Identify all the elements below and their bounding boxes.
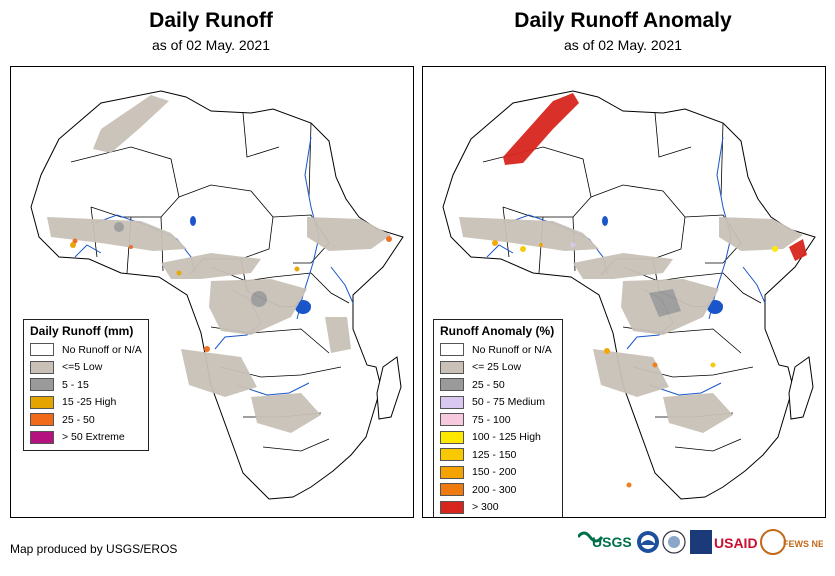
legend-swatch: [30, 430, 54, 444]
nasa-like-seal-icon: [662, 530, 686, 554]
legend-item: <= 25 Low: [440, 359, 556, 377]
legend-swatch: [30, 413, 54, 427]
legend-item: 50 - 75 Medium: [440, 394, 556, 412]
usaid-logo: USAID: [690, 530, 758, 554]
usaid-logo-text: USAID: [714, 535, 758, 551]
legend-label: > 50 Extreme: [62, 431, 125, 444]
fewsnet-logo: FEWS NET: [760, 529, 830, 555]
left-map-subtitle: as of 02 May. 2021: [151, 37, 271, 53]
legend-item: 25 - 50: [440, 376, 556, 394]
legend-item: 150 - 200: [440, 464, 556, 482]
legend-item: > 50 Extreme: [30, 429, 142, 447]
legend-label: 200 - 300: [472, 483, 517, 496]
legend-swatch: [30, 360, 54, 374]
legend-title: Runoff Anomaly (%): [440, 324, 555, 338]
legend-swatch: [440, 430, 464, 444]
legend-label: No Runoff or N/A: [62, 343, 142, 356]
anomaly-patches: [459, 93, 807, 488]
legend-label: > 300: [472, 501, 499, 514]
right-map-frame: Runoff Anomaly (%) No Runoff or N/A <= 25…: [422, 66, 826, 518]
legend-swatch: [440, 378, 464, 392]
legend-swatch: [30, 395, 54, 409]
legend-item: 5 - 15: [30, 376, 142, 394]
legend-swatch: [440, 413, 464, 427]
lake-victoria: [707, 300, 723, 314]
legend-label: 125 - 150: [472, 448, 517, 461]
legend-swatch: [440, 465, 464, 479]
legend-item: 100 - 125 High: [440, 429, 556, 447]
legend-swatch: [440, 360, 464, 374]
legend-item: 15 -25 High: [30, 394, 142, 412]
legend-label: 15 -25 High: [62, 396, 117, 409]
legend-label: 100 - 125 High: [472, 431, 541, 444]
usgs-logo-text: USGS: [592, 534, 632, 550]
left-map-title: Daily Runoff: [149, 9, 273, 32]
left-map-frame: Daily Runoff (mm) No Runoff or N/A <=5 Lo…: [10, 66, 414, 518]
madagascar-outline: [788, 356, 814, 420]
madagascar-outline: [376, 356, 402, 420]
legend-item: No Runoff or N/A: [30, 341, 142, 359]
lake-chad: [190, 216, 196, 226]
legend-item: 75 - 100: [440, 411, 556, 429]
legend-swatch: [440, 395, 464, 409]
legend-label: 50 - 75 Medium: [472, 396, 545, 409]
left-legend: Daily Runoff (mm) No Runoff or N/A <=5 Lo…: [23, 319, 149, 451]
legend-swatch: [440, 448, 464, 462]
legend-item: 200 - 300: [440, 481, 556, 499]
lake-victoria: [295, 300, 311, 314]
legend-label: 25 - 50: [62, 413, 95, 426]
left-africa-map: [30, 90, 404, 500]
legend-label: 150 - 200: [472, 466, 517, 479]
legend-label: No Runoff or N/A: [472, 343, 552, 356]
legend-swatch: [440, 343, 464, 357]
legend-label: <= 25 Low: [472, 361, 522, 374]
legend-label: 5 - 15: [62, 378, 89, 391]
legend-label: 75 - 100: [472, 413, 511, 426]
legend-item: 125 - 150: [440, 446, 556, 464]
legend-title: Daily Runoff (mm): [30, 324, 134, 338]
legend-item: No Runoff or N/A: [440, 341, 556, 359]
right-legend: Runoff Anomaly (%) No Runoff or N/A <= 25…: [433, 319, 563, 517]
legend-swatch: [30, 343, 54, 357]
noaa-logo: [637, 531, 659, 553]
legend-item: <=5 Low: [30, 359, 142, 377]
legend-label: <=5 Low: [62, 361, 103, 374]
legend-label: 25 - 50: [472, 378, 505, 391]
runoff-patches: [47, 95, 392, 433]
map-credit: Map produced by USGS/EROS: [10, 542, 178, 556]
legend-item: > 300: [440, 499, 556, 517]
legend-swatch: [30, 378, 54, 392]
legend-swatch: [440, 483, 464, 497]
partner-logos: USGS USAID FEWS NET: [576, 527, 830, 559]
legend-swatch: [440, 500, 464, 514]
legend-item: 25 - 50: [30, 411, 142, 429]
right-map-subtitle: as of 02 May. 2021: [563, 37, 683, 53]
right-africa-map: [442, 90, 816, 500]
right-map-title: Daily Runoff Anomaly: [514, 9, 732, 32]
lake-chad: [602, 216, 608, 226]
fewsnet-logo-text: FEWS NET: [783, 539, 823, 549]
usgs-logo: USGS: [576, 531, 632, 550]
